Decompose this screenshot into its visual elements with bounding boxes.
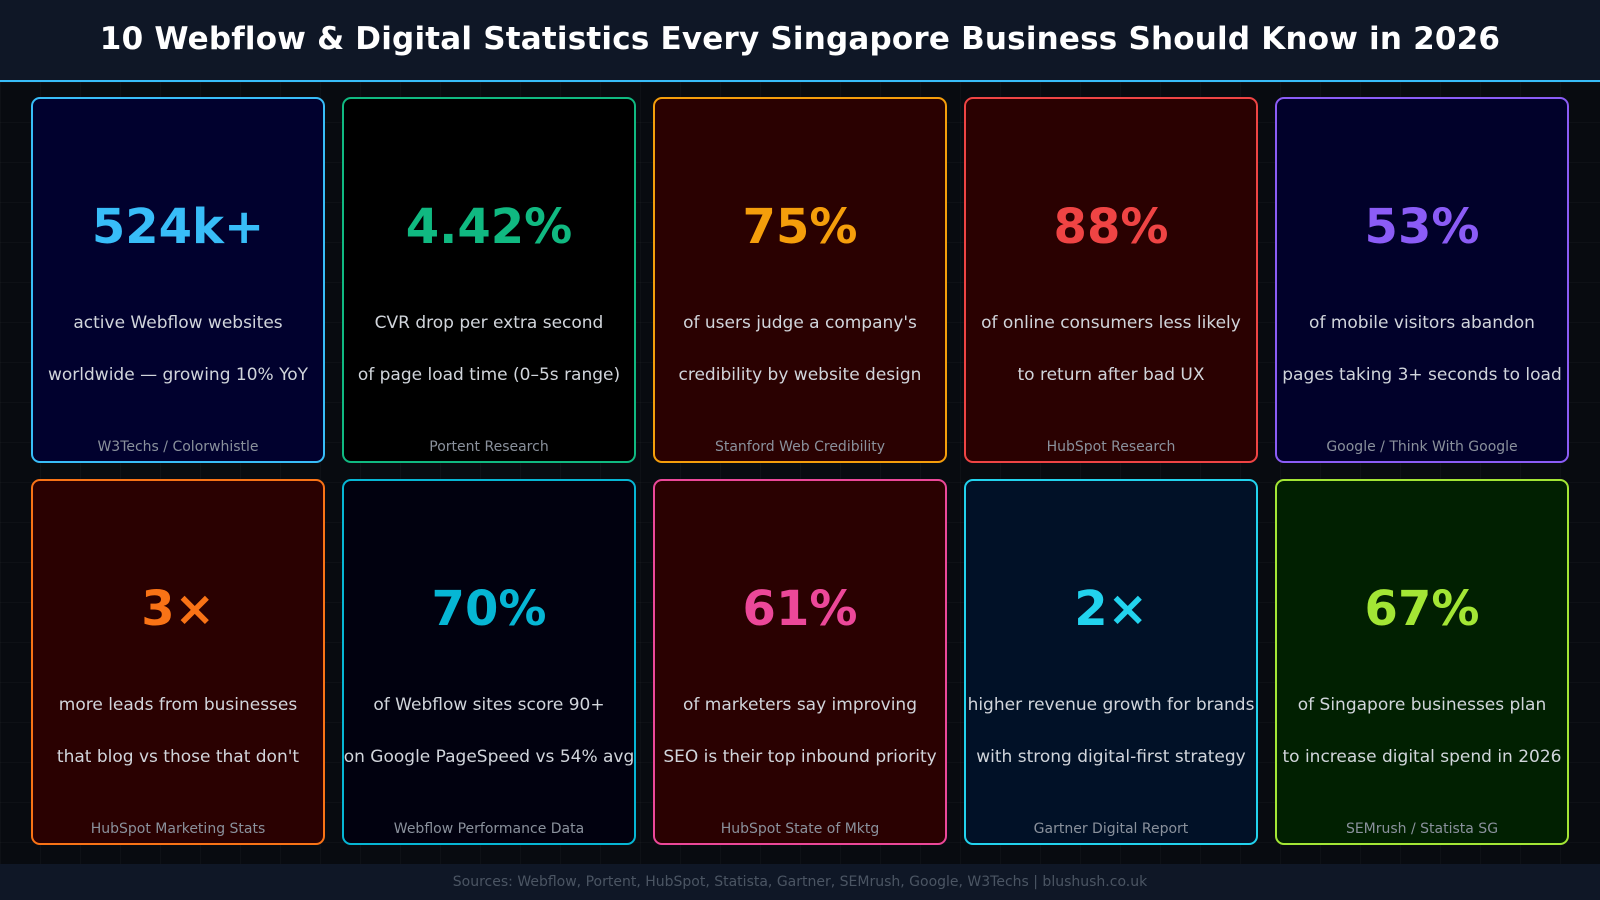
stat-description-line: CVR drop per extra second xyxy=(374,313,604,333)
stat-description: of users judge a company's credibility b… xyxy=(649,297,951,401)
stat-description-line: on Google PageSpeed vs 54% avg xyxy=(343,747,635,767)
stat-description: of mobile visitors abandon pages taking … xyxy=(1271,297,1573,401)
stat-description: more leads from businesses that blog vs … xyxy=(27,679,329,783)
stat-description-line: pages taking 3+ seconds to load xyxy=(1282,365,1562,385)
stat-source: HubSpot Research xyxy=(1046,439,1176,455)
stat-value: 88% xyxy=(1053,199,1169,255)
stat-card: 3× more leads from businesses that blog … xyxy=(31,479,325,845)
stat-description-line: of online consumers less likely xyxy=(981,313,1241,333)
stat-card: 53% of mobile visitors abandon pages tak… xyxy=(1275,97,1569,463)
stat-description-line: of Singapore businesses plan xyxy=(1297,695,1547,715)
stat-description-line: worldwide — growing 10% YoY xyxy=(48,365,308,385)
stat-source: Portent Research xyxy=(429,439,549,455)
footer-sources: Sources: Webflow, Portent, HubSpot, Stat… xyxy=(452,874,1148,890)
stat-value: 524k+ xyxy=(91,199,265,255)
stat-source: Gartner Digital Report xyxy=(1033,821,1189,837)
stat-source: Stanford Web Credibility xyxy=(714,439,886,455)
stat-value: 70% xyxy=(431,581,547,637)
footer: Sources: Webflow, Portent, HubSpot, Stat… xyxy=(0,864,1600,900)
stat-value: 53% xyxy=(1364,199,1480,255)
stat-description-line: higher revenue growth for brands xyxy=(967,695,1255,715)
stat-card: 75% of users judge a company's credibili… xyxy=(653,97,947,463)
stat-description: active Webflow websites worldwide — grow… xyxy=(27,297,329,401)
stat-source: HubSpot Marketing Stats xyxy=(90,821,266,837)
stat-source: Google / Think With Google xyxy=(1326,439,1518,455)
stat-card: 61% of marketers say improving SEO is th… xyxy=(653,479,947,845)
stat-description: of Webflow sites score 90+ on Google Pag… xyxy=(338,679,640,783)
stat-description-line: to return after bad UX xyxy=(1017,365,1205,385)
stat-description: of online consumers less likely to retur… xyxy=(960,297,1262,401)
stat-value: 67% xyxy=(1364,581,1480,637)
stat-value: 3× xyxy=(141,581,215,637)
stat-description: CVR drop per extra second of page load t… xyxy=(338,297,640,401)
stat-description-line: with strong digital-first strategy xyxy=(976,747,1246,767)
stat-source: W3Techs / Colorwhistle xyxy=(97,439,259,455)
stat-value: 75% xyxy=(742,199,858,255)
stat-card: 67% of Singapore businesses plan to incr… xyxy=(1275,479,1569,845)
stat-description-line: of Webflow sites score 90+ xyxy=(373,695,605,715)
stat-description-line: that blog vs those that don't xyxy=(56,747,300,767)
stat-source: Webflow Performance Data xyxy=(393,821,585,837)
stat-description-line: credibility by website design xyxy=(678,365,922,385)
content-area: 524k+ active Webflow websites worldwide … xyxy=(0,82,1600,864)
stat-description: higher revenue growth for brands with st… xyxy=(960,679,1262,783)
stat-description-line: more leads from businesses xyxy=(58,695,298,715)
stat-value: 61% xyxy=(742,581,858,637)
stat-description-line: of mobile visitors abandon xyxy=(1309,313,1535,333)
stat-source: HubSpot State of Mktg xyxy=(720,821,880,837)
header: 10 Webflow & Digital Statistics Every Si… xyxy=(0,0,1600,82)
stat-description-line: to increase digital spend in 2026 xyxy=(1282,747,1562,767)
stat-value: 2× xyxy=(1074,581,1148,637)
stat-description: of Singapore businesses plan to increase… xyxy=(1271,679,1573,783)
stat-card: 70% of Webflow sites score 90+ on Google… xyxy=(342,479,636,845)
stat-card: 4.42% CVR drop per extra second of page … xyxy=(342,97,636,463)
stat-value: 4.42% xyxy=(405,199,573,255)
stat-card: 2× higher revenue growth for brands with… xyxy=(964,479,1258,845)
stat-description-line: of marketers say improving xyxy=(682,695,917,715)
stat-card: 524k+ active Webflow websites worldwide … xyxy=(31,97,325,463)
stat-description-line: active Webflow websites xyxy=(73,313,283,333)
stat-source: SEMrush / Statista SG xyxy=(1345,821,1499,837)
stat-description-line: of page load time (0–5s range) xyxy=(357,365,621,385)
stat-description: of marketers say improving SEO is their … xyxy=(649,679,951,783)
page-title: 10 Webflow & Digital Statistics Every Si… xyxy=(99,21,1501,57)
stat-description-line: of users judge a company's xyxy=(683,313,917,333)
stat-card: 88% of online consumers less likely to r… xyxy=(964,97,1258,463)
stat-description-line: SEO is their top inbound priority xyxy=(663,747,937,767)
